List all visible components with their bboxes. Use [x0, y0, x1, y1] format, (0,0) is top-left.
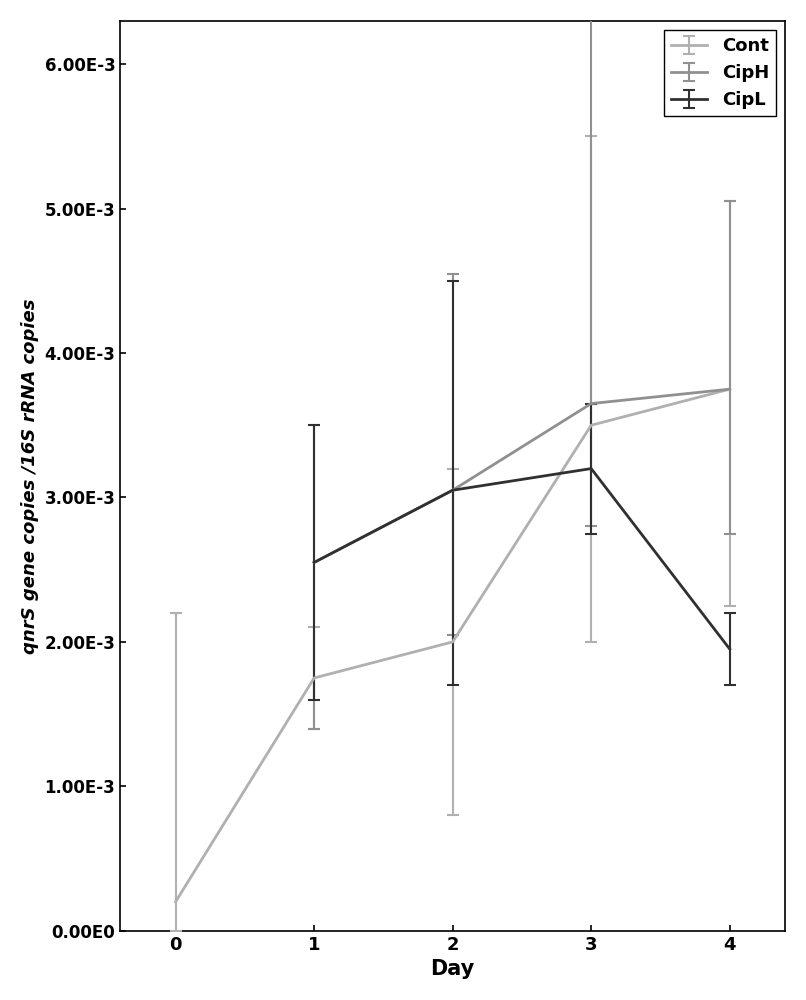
Y-axis label: qnrS gene copies /16S rRNA copies: qnrS gene copies /16S rRNA copies — [21, 298, 39, 654]
Legend: Cont, CipH, CipL: Cont, CipH, CipL — [664, 30, 776, 116]
X-axis label: Day: Day — [430, 959, 475, 979]
